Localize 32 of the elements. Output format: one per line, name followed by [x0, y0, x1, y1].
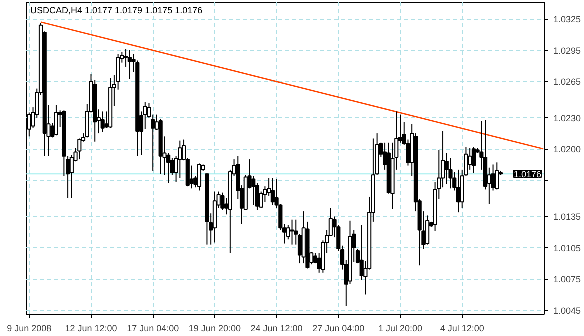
- y-tick-label: 1.0230: [554, 113, 582, 124]
- x-tick-label: 17 Jun 04:00: [127, 324, 180, 334]
- candlestick: [54, 104, 59, 136]
- candlestick: [456, 169, 461, 214]
- candlestick: [270, 178, 275, 206]
- y-tick-label: 1.0075: [554, 274, 582, 285]
- candlestick: [426, 215, 430, 246]
- candlestick: [178, 140, 182, 179]
- y-tick-label: 1.0135: [554, 212, 582, 222]
- candlestick: [472, 146, 476, 174]
- candlestick: [220, 192, 225, 211]
- candlestick: [495, 162, 500, 190]
- y-tick-label: 1.0265: [554, 77, 582, 88]
- y-tick-label: 1.0105: [554, 243, 582, 254]
- candlestick: [100, 111, 105, 133]
- x-tick-label: 4 Jul 12:00: [440, 324, 484, 334]
- x-tick-label: 1 Jul 20:00: [378, 324, 423, 334]
- y-tick-label: 1.0325: [554, 14, 582, 25]
- x-tick-label: 24 Jun 12:00: [250, 324, 303, 334]
- candlestick: [128, 50, 132, 80]
- y-tick-label: 1.0295: [554, 46, 582, 56]
- x-tick-label: 19 Jun 20:00: [188, 324, 241, 334]
- candlestick: [444, 152, 449, 185]
- candlestick: [290, 219, 294, 246]
- x-tick-label: 9 Jun 2008: [7, 324, 52, 334]
- chart-title: USDCAD,H4 1.0177 1.0179 1.0175 1.0176: [30, 6, 203, 16]
- y-tick-label: 1.0200: [554, 144, 582, 155]
- ref-line-label: 1.0176: [514, 170, 542, 180]
- x-tick-label: 27 Jun 04:00: [312, 324, 365, 334]
- y-tick-label: 1.0045: [554, 306, 582, 316]
- candlestick: [197, 163, 202, 192]
- x-tick-label: 12 Jun 12:00: [65, 324, 118, 334]
